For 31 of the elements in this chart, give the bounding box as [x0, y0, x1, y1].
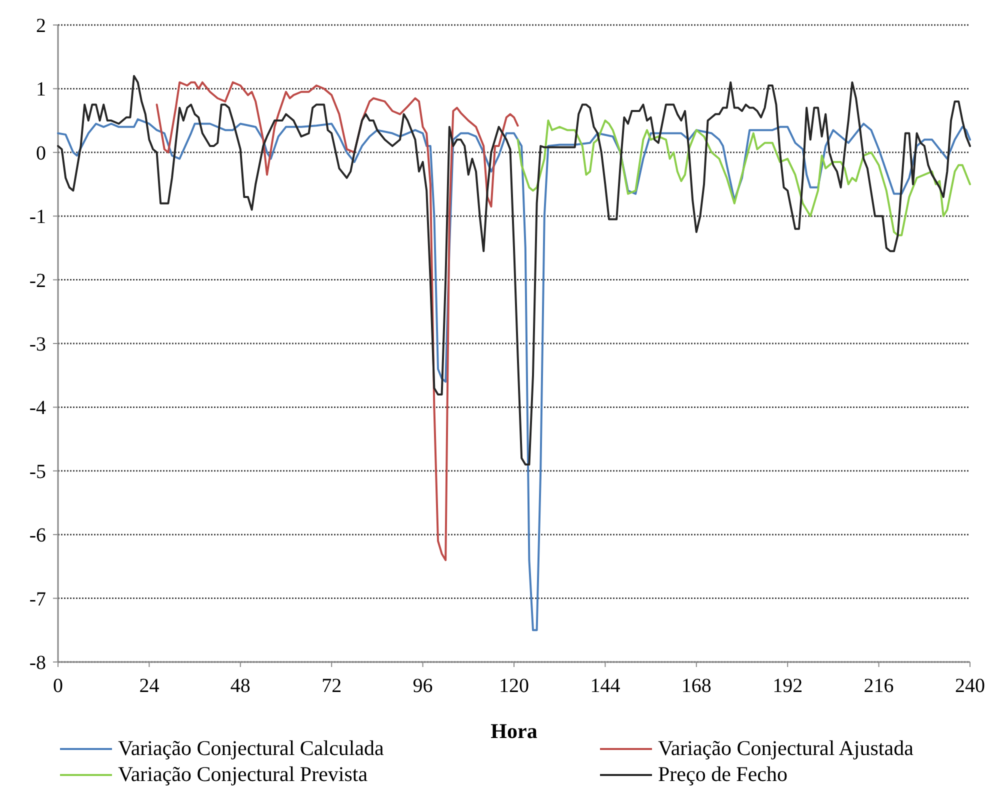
x-tick-label: 240 [955, 675, 985, 697]
x-tick-label: 192 [772, 675, 803, 697]
legend-label: Variação Conjectural Prevista [118, 762, 368, 786]
x-tick-label: 24 [139, 675, 160, 697]
y-tick-label: -5 [29, 460, 46, 483]
line-series [516, 120, 971, 236]
x-axis-title: Hora [490, 719, 538, 743]
x-tick-label: 216 [864, 675, 894, 697]
x-tick-label: 0 [53, 675, 63, 697]
y-tick-label: -6 [29, 524, 46, 547]
x-tick-label: 48 [230, 675, 250, 697]
line-series [57, 118, 971, 632]
y-tick-label: -4 [29, 397, 46, 420]
y-tick-label: -3 [29, 334, 46, 356]
x-tick-label: 96 [412, 675, 433, 697]
line-series [57, 74, 971, 466]
y-tick-label: -1 [29, 206, 46, 228]
y-tick-label: -8 [29, 652, 46, 674]
legend-label: Variação Conjectural Ajustada [658, 736, 914, 760]
y-tick-label: -2 [29, 270, 46, 292]
x-tick-label: 168 [681, 675, 712, 697]
x-tick-label: 144 [590, 675, 620, 697]
y-tick-label: 1 [36, 78, 46, 101]
legend-label: Variação Conjectural Calculada [118, 736, 385, 760]
x-tick-label: 120 [499, 675, 529, 697]
y-tick-label: 2 [36, 15, 46, 37]
x-tick-label: 72 [322, 675, 342, 697]
legend-label: Preço de Fecho [658, 762, 788, 786]
line-series [156, 81, 519, 562]
y-tick-label: 0 [36, 142, 46, 164]
y-tick-label: -7 [29, 588, 46, 610]
